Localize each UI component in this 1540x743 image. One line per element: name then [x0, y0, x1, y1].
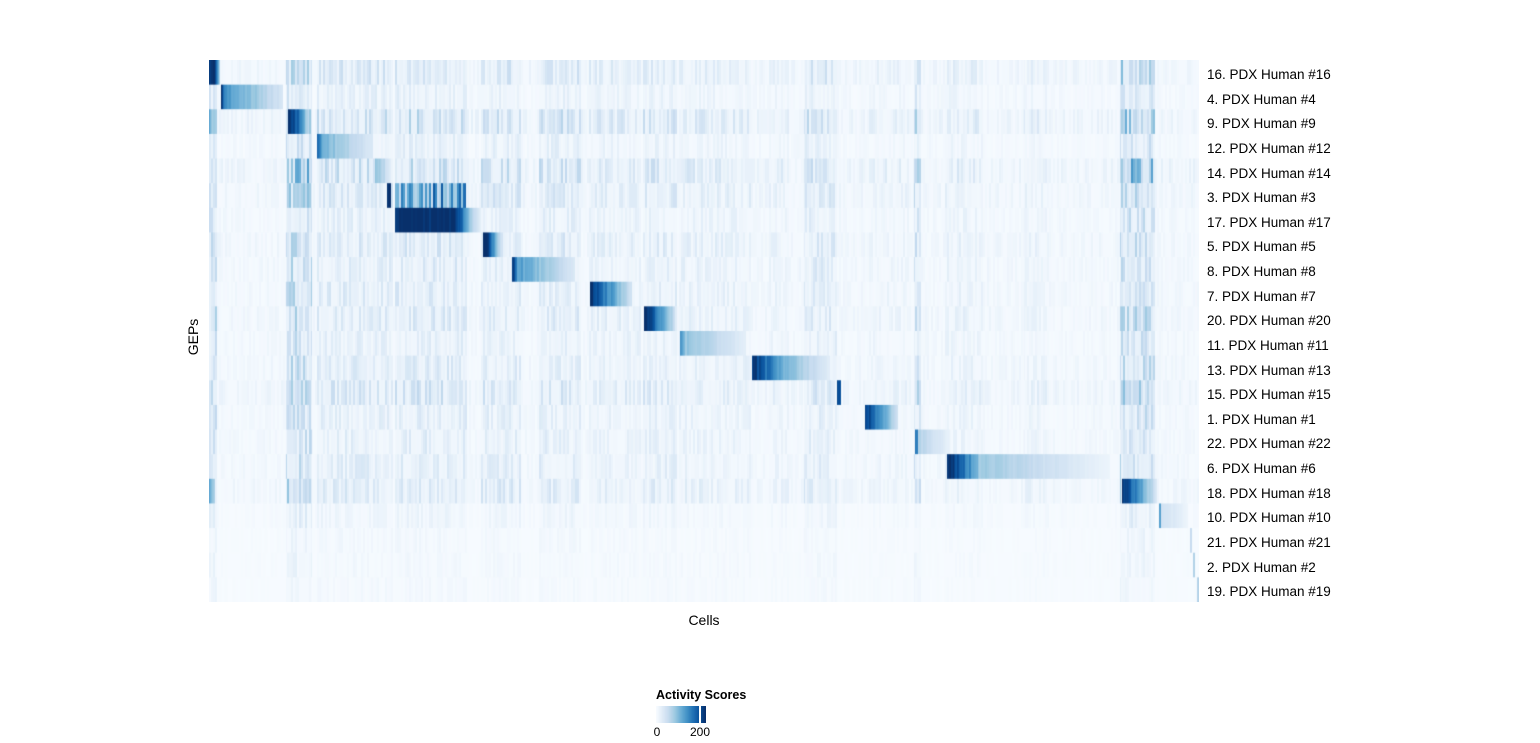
row-label: 15. PDX Human #15: [1207, 387, 1331, 403]
row-label: 22. PDX Human #22: [1207, 436, 1331, 452]
row-label: 17. PDX Human #17: [1207, 214, 1331, 230]
row-labels: 16. PDX Human #16 4. PDX Human #4 9. PDX H…: [1207, 63, 1331, 605]
legend: Activity Scores 0 200: [653, 688, 747, 739]
row-label: 11. PDX Human #11: [1207, 337, 1329, 353]
row-label: 5. PDX Human #5: [1207, 239, 1316, 255]
row-label: 6. PDX Human #6: [1207, 461, 1316, 476]
row-label: 13. PDX Human #13: [1207, 362, 1331, 378]
row-label: 1. PDX Human #1: [1207, 411, 1316, 427]
row-label: 18. PDX Human #18: [1207, 485, 1331, 501]
legend-colorbar: [656, 706, 706, 723]
y-axis-label: GEPs: [185, 318, 201, 356]
legend-title: Activity Scores: [656, 688, 747, 702]
row-label: 21. PDX Human #21: [1207, 534, 1331, 550]
heatmap-plot-area: [209, 60, 1199, 602]
row-label: 20. PDX Human #20: [1207, 313, 1331, 329]
row-label: 14. PDX Human #14: [1207, 165, 1331, 181]
row-label: 8. PDX Human #8: [1207, 264, 1316, 279]
row-label: 4. PDX Human #4: [1207, 91, 1316, 107]
legend-tick-mark: [699, 706, 701, 723]
legend-tick-label-min: 0: [653, 725, 661, 739]
x-axis-label: Cells: [688, 612, 720, 628]
row-label: 2. PDX Human #2: [1207, 559, 1316, 575]
legend-colorbar-wrap: [656, 706, 706, 723]
row-label: 12. PDX Human #12: [1207, 140, 1331, 156]
row-label: 10. PDX Human #10: [1207, 510, 1331, 526]
legend-tick-label-200: 200: [689, 725, 711, 739]
row-label: 7. PDX Human #7: [1207, 288, 1316, 304]
legend-tick-labels: 0 200: [653, 725, 710, 739]
row-label: 9. PDX Human #9: [1207, 116, 1316, 132]
row-label: 16. PDX Human #16: [1207, 67, 1331, 82]
row-label: 19. PDX Human #19: [1207, 584, 1331, 600]
row-label: 3. PDX Human #3: [1207, 190, 1316, 206]
